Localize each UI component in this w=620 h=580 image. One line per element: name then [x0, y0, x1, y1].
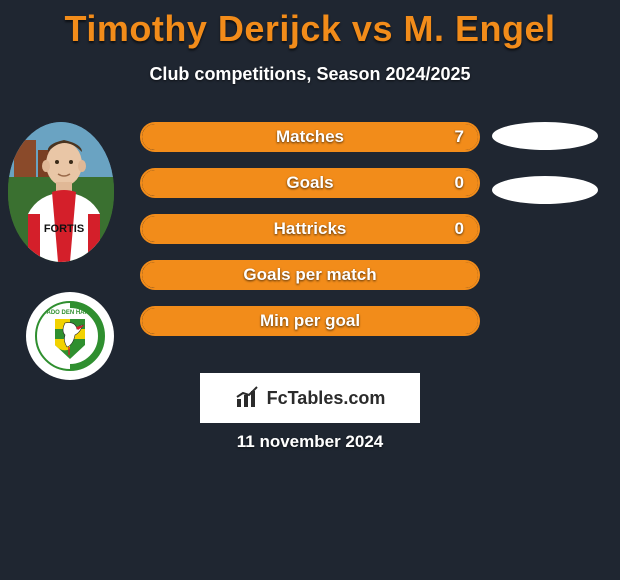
- stat-label: Goals: [142, 170, 478, 196]
- club-crest-icon: ADO DEN HAAG: [35, 301, 105, 371]
- stat-value: 7: [455, 124, 464, 150]
- page-subtitle: Club competitions, Season 2024/2025: [0, 64, 620, 85]
- player-portrait-icon: FORTIS: [8, 122, 114, 262]
- player-placeholder-oval-1: [492, 122, 598, 150]
- player-placeholder-oval-2: [492, 176, 598, 204]
- brand-label: FcTables.com: [267, 388, 386, 409]
- stat-value: 0: [455, 170, 464, 196]
- stat-label: Goals per match: [142, 262, 478, 288]
- stat-label: Hattricks: [142, 216, 478, 242]
- player-photo-left: FORTIS: [8, 122, 114, 262]
- stat-bar-matches: Matches 7: [140, 122, 480, 152]
- stat-bar-hattricks: Hattricks 0: [140, 214, 480, 244]
- stat-bar-min-per-goal: Min per goal: [140, 306, 480, 336]
- chart-icon: [235, 385, 261, 411]
- stat-bar-goals-per-match: Goals per match: [140, 260, 480, 290]
- stat-label: Matches: [142, 124, 478, 150]
- stat-bar-goals: Goals 0: [140, 168, 480, 198]
- stat-label: Min per goal: [142, 308, 478, 334]
- stats-bars: Matches 7 Goals 0 Hattricks 0 Goals per …: [140, 122, 480, 352]
- brand-box: FcTables.com: [200, 373, 420, 423]
- svg-text:ADO DEN HAAG: ADO DEN HAAG: [46, 310, 93, 316]
- page-title: Timothy Derijck vs M. Engel: [0, 0, 620, 50]
- date-label: 11 november 2024: [0, 432, 620, 452]
- stat-value: 0: [455, 216, 464, 242]
- jersey-sponsor-text: FORTIS: [44, 223, 84, 235]
- club-badge-left: ADO DEN HAAG: [26, 292, 114, 380]
